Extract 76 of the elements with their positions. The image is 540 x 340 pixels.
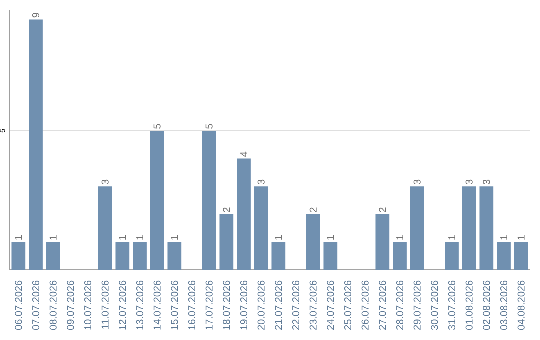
x-tick-label: 31.07.2026 xyxy=(448,280,456,330)
data-label: 1 xyxy=(448,236,456,240)
x-tick-label: 04.08.2026 xyxy=(518,280,525,330)
x-tick-label: 23.07.2026 xyxy=(310,280,317,330)
data-label: 3 xyxy=(483,180,490,185)
bar xyxy=(393,242,407,270)
data-label: 3 xyxy=(466,180,473,185)
bar xyxy=(445,242,459,270)
bar xyxy=(168,242,182,270)
data-label: 1 xyxy=(518,236,525,240)
data-label: 1 xyxy=(327,236,334,240)
x-tick-label: 11.07.2026 xyxy=(102,280,109,329)
bar xyxy=(462,186,476,270)
bar xyxy=(133,242,147,270)
x-tick-label: 03.08.2026 xyxy=(500,280,508,330)
data-label: 1 xyxy=(119,236,126,240)
x-tick-label: 26.07.2026 xyxy=(362,280,369,330)
data-label: 2 xyxy=(379,208,386,212)
x-tick-label: 02.08.2026 xyxy=(483,280,490,330)
x-tick-label: 21.07.2026 xyxy=(275,280,282,330)
x-tick-label: 08.07.2026 xyxy=(50,280,57,330)
x-tick-label: 20.07.2026 xyxy=(258,280,265,330)
x-tick-label: 22.07.2026 xyxy=(292,280,300,330)
bar xyxy=(46,242,60,270)
x-tick-label: 30.07.2026 xyxy=(431,280,438,330)
bar xyxy=(237,158,251,270)
x-tick-label: 15.07.2026 xyxy=(171,280,178,330)
data-label: 1 xyxy=(50,236,57,240)
bar xyxy=(150,130,164,270)
data-label: 1 xyxy=(136,236,144,240)
bar xyxy=(272,242,286,270)
data-label: 3 xyxy=(102,180,109,185)
data-label: 1 xyxy=(171,236,178,240)
bar xyxy=(202,130,216,270)
data-label: 3 xyxy=(414,180,421,185)
data-label: 3 xyxy=(258,180,265,185)
x-tick-label: 24.07.2026 xyxy=(327,280,334,330)
bar xyxy=(116,242,130,270)
x-tick-label: 12.07.2026 xyxy=(119,280,126,330)
bar xyxy=(12,242,26,270)
bar xyxy=(220,214,234,270)
x-tick-label: 17.07.2026 xyxy=(206,280,213,330)
x-tick-label: 10.07.2026 xyxy=(84,280,92,330)
x-tick-label: 07.07.2026 xyxy=(32,280,40,330)
x-tick-label: 06.07.2026 xyxy=(15,280,22,330)
data-label: 9 xyxy=(32,13,40,18)
bar xyxy=(497,242,511,270)
x-tick-label: 28.07.2026 xyxy=(396,280,404,330)
x-tick-label: 25.07.2026 xyxy=(344,280,352,330)
x-tick-label: 09.07.2026 xyxy=(67,280,74,330)
bar xyxy=(480,186,494,270)
x-tick-label: 18.07.2026 xyxy=(223,280,230,330)
bar xyxy=(98,186,112,270)
data-label: 1 xyxy=(396,236,404,240)
x-tick-label: 01.08.2026 xyxy=(466,280,473,330)
bar xyxy=(306,214,320,270)
bar xyxy=(254,186,268,270)
data-label: 4 xyxy=(240,152,248,157)
bar xyxy=(324,242,338,270)
data-label: 5 xyxy=(154,124,161,129)
x-tick-label: 14.07.2026 xyxy=(154,280,161,330)
data-label: 1 xyxy=(500,236,508,240)
data-label: 5 xyxy=(206,124,213,129)
data-label: 2 xyxy=(310,208,317,212)
data-label: 1 xyxy=(275,236,282,240)
x-tick-label: 29.07.2026 xyxy=(414,280,421,330)
bar xyxy=(410,186,424,270)
x-tick-label: 19.07.2026 xyxy=(240,280,248,330)
bar xyxy=(376,214,390,270)
data-label: 1 xyxy=(15,236,22,240)
data-label: 2 xyxy=(223,208,230,212)
bar xyxy=(29,20,43,270)
x-tick-label: 13.07.2026 xyxy=(136,280,144,330)
bar xyxy=(514,242,528,270)
x-tick-label: 16.07.2026 xyxy=(188,280,196,330)
x-tick-label: 27.07.2026 xyxy=(379,280,386,330)
